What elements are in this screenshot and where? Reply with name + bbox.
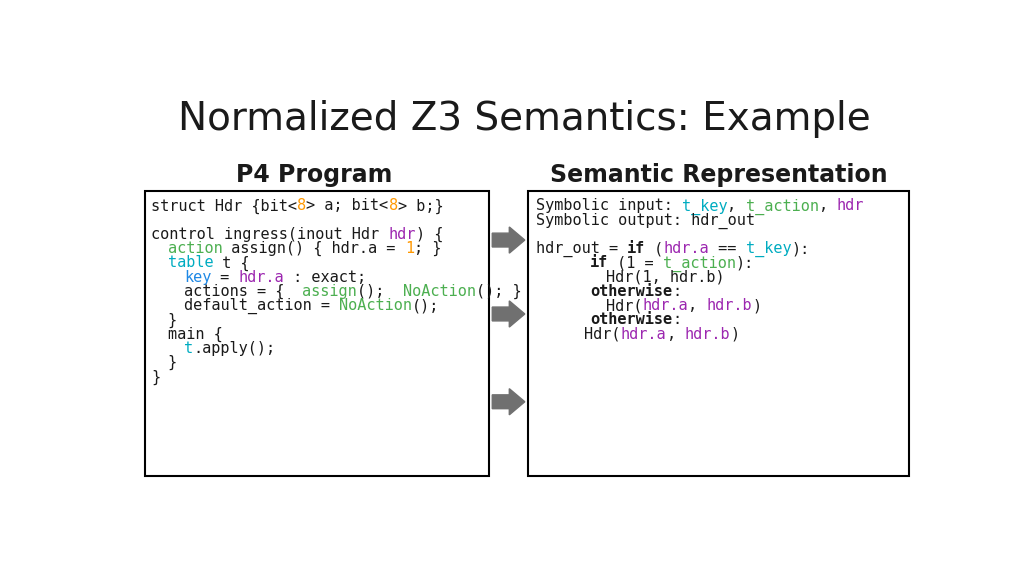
Text: t_key: t_key bbox=[745, 241, 792, 257]
Text: hdr.b: hdr.b bbox=[685, 327, 730, 342]
Text: 1: 1 bbox=[404, 241, 414, 256]
Text: Symbolic output: hdr_out: Symbolic output: hdr_out bbox=[536, 213, 755, 229]
Text: Symbolic input:: Symbolic input: bbox=[536, 199, 682, 214]
Text: t_key: t_key bbox=[682, 199, 727, 215]
Text: NoAction: NoAction bbox=[402, 284, 476, 299]
Text: ();: (); bbox=[357, 284, 402, 299]
Text: otherwise: otherwise bbox=[590, 284, 672, 299]
Text: hdr_out =: hdr_out = bbox=[536, 241, 627, 257]
Text: ();: (); bbox=[412, 298, 439, 313]
Text: hdr.a: hdr.a bbox=[239, 270, 285, 285]
Text: P4 Program: P4 Program bbox=[236, 164, 392, 187]
Bar bbox=[528, 191, 909, 476]
Text: ):: ): bbox=[736, 256, 754, 271]
Text: Hdr(: Hdr( bbox=[606, 298, 643, 313]
Text: .apply();: .apply(); bbox=[193, 341, 275, 356]
Text: ,: , bbox=[688, 298, 707, 313]
Text: ): ) bbox=[730, 327, 739, 342]
Bar bbox=[145, 191, 489, 476]
Text: ,: , bbox=[818, 199, 837, 214]
Text: control ingress(inout Hdr: control ingress(inout Hdr bbox=[152, 227, 388, 242]
Text: hdr: hdr bbox=[837, 199, 864, 214]
Text: : exact;: : exact; bbox=[285, 270, 367, 285]
Text: Normalized Z3 Semantics: Example: Normalized Z3 Semantics: Example bbox=[178, 100, 871, 138]
Text: default_action =: default_action = bbox=[183, 298, 339, 314]
Text: hdr.a: hdr.a bbox=[664, 241, 709, 256]
Text: if: if bbox=[590, 256, 608, 271]
Text: key: key bbox=[183, 270, 211, 285]
Text: if: if bbox=[627, 241, 645, 256]
Text: ): ) bbox=[753, 298, 761, 313]
Text: NoAction: NoAction bbox=[339, 298, 412, 313]
Text: otherwise: otherwise bbox=[590, 312, 672, 327]
Text: (1 =: (1 = bbox=[608, 256, 663, 271]
Text: ):: ): bbox=[792, 241, 809, 256]
Text: actions = {: actions = { bbox=[183, 284, 302, 299]
Text: =: = bbox=[211, 270, 239, 285]
Text: > b;}: > b;} bbox=[397, 199, 443, 214]
Text: t_action: t_action bbox=[745, 199, 818, 215]
Text: t: t bbox=[183, 341, 193, 356]
Text: action: action bbox=[168, 241, 222, 256]
Text: ) {: ) { bbox=[416, 227, 443, 242]
Text: :: : bbox=[672, 312, 681, 327]
Text: > a; bit<: > a; bit< bbox=[306, 199, 388, 214]
Text: hdr.b: hdr.b bbox=[707, 298, 753, 313]
Text: struct Hdr {bit<: struct Hdr {bit< bbox=[152, 199, 297, 214]
Text: :: : bbox=[672, 284, 681, 299]
Text: main {: main { bbox=[168, 327, 222, 342]
Text: assign: assign bbox=[302, 284, 357, 299]
Text: ,: , bbox=[727, 199, 745, 214]
Polygon shape bbox=[493, 227, 524, 253]
Polygon shape bbox=[493, 389, 524, 415]
Text: 8: 8 bbox=[297, 199, 306, 214]
Text: table: table bbox=[168, 256, 213, 271]
Text: ==: == bbox=[709, 241, 745, 256]
Polygon shape bbox=[493, 301, 524, 327]
Text: assign() { hdr.a =: assign() { hdr.a = bbox=[222, 241, 404, 256]
Text: ; }: ; } bbox=[414, 241, 441, 256]
Text: 8: 8 bbox=[388, 199, 397, 214]
Text: }: } bbox=[168, 312, 177, 328]
Text: hdr.a: hdr.a bbox=[621, 327, 667, 342]
Text: (: ( bbox=[645, 241, 664, 256]
Text: t {: t { bbox=[213, 256, 250, 271]
Text: Semantic Representation: Semantic Representation bbox=[550, 164, 888, 187]
Text: t_action: t_action bbox=[663, 256, 736, 272]
Text: hdr: hdr bbox=[388, 227, 416, 242]
Text: Hdr(1, hdr.b): Hdr(1, hdr.b) bbox=[606, 270, 725, 285]
Text: (); }: (); } bbox=[476, 284, 521, 299]
Text: }: } bbox=[152, 369, 161, 385]
Text: Hdr(: Hdr( bbox=[585, 327, 621, 342]
Text: hdr.a: hdr.a bbox=[643, 298, 688, 313]
Text: ,: , bbox=[667, 327, 685, 342]
Text: }: } bbox=[168, 355, 177, 370]
